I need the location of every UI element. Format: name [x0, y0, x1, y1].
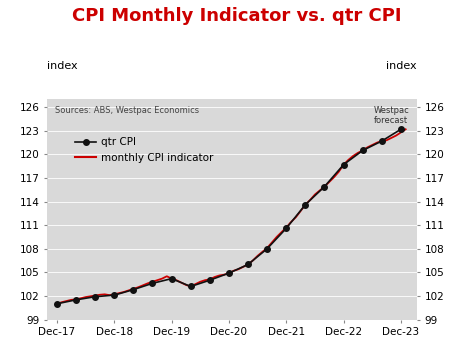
Text: index: index	[47, 61, 78, 71]
Text: index: index	[386, 61, 417, 71]
Text: Westpac
forecast: Westpac forecast	[374, 106, 409, 125]
Text: CPI Monthly Indicator vs. qtr CPI: CPI Monthly Indicator vs. qtr CPI	[72, 7, 402, 25]
Text: Sources: ABS, Westpac Economics: Sources: ABS, Westpac Economics	[55, 106, 199, 115]
Legend: qtr CPI, monthly CPI indicator: qtr CPI, monthly CPI indicator	[71, 133, 218, 167]
